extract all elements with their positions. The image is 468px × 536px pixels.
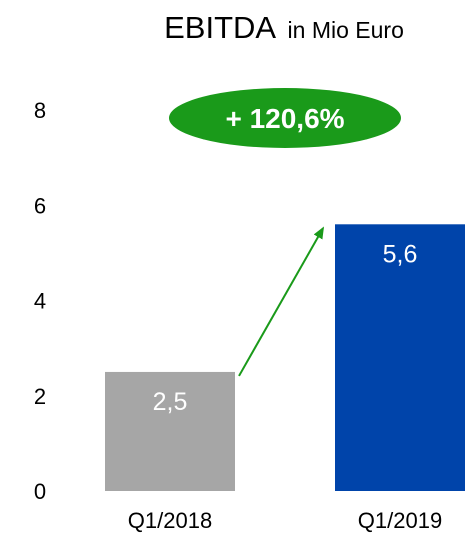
y-tick-label: 6 bbox=[34, 193, 46, 218]
x-category-label: Q1/2019 bbox=[358, 508, 442, 533]
growth-badge-ellipse bbox=[169, 88, 401, 148]
y-tick-label: 2 bbox=[34, 384, 46, 409]
chart-title: EBITDA bbox=[164, 10, 276, 45]
arrow-up-right-icon bbox=[238, 226, 324, 377]
bar-q1-2019 bbox=[335, 224, 465, 492]
bar-value-labels: 2,5 5,6 bbox=[153, 240, 418, 416]
x-category-label: Q1/2018 bbox=[128, 508, 212, 533]
bar-value-label: 2,5 bbox=[153, 388, 188, 416]
y-tick-label: 4 bbox=[34, 289, 46, 314]
growth-badge: + 120,6% bbox=[169, 88, 401, 148]
bar-q1-2018 bbox=[105, 371, 235, 491]
y-tick-label: 0 bbox=[34, 479, 46, 504]
chart-title-line: EBITDA in Mio Euro bbox=[164, 10, 404, 45]
growth-badge-text: + 120,6% bbox=[225, 103, 344, 134]
y-axis-tick-labels: 0 2 4 6 8 bbox=[34, 98, 46, 504]
bars-group bbox=[105, 224, 465, 492]
chart-subtitle: in Mio Euro bbox=[288, 17, 404, 43]
y-tick-label: 8 bbox=[34, 98, 46, 123]
x-axis-category-labels: Q1/2018 Q1/2019 bbox=[128, 508, 442, 533]
bar-value-label: 5,6 bbox=[383, 240, 418, 268]
